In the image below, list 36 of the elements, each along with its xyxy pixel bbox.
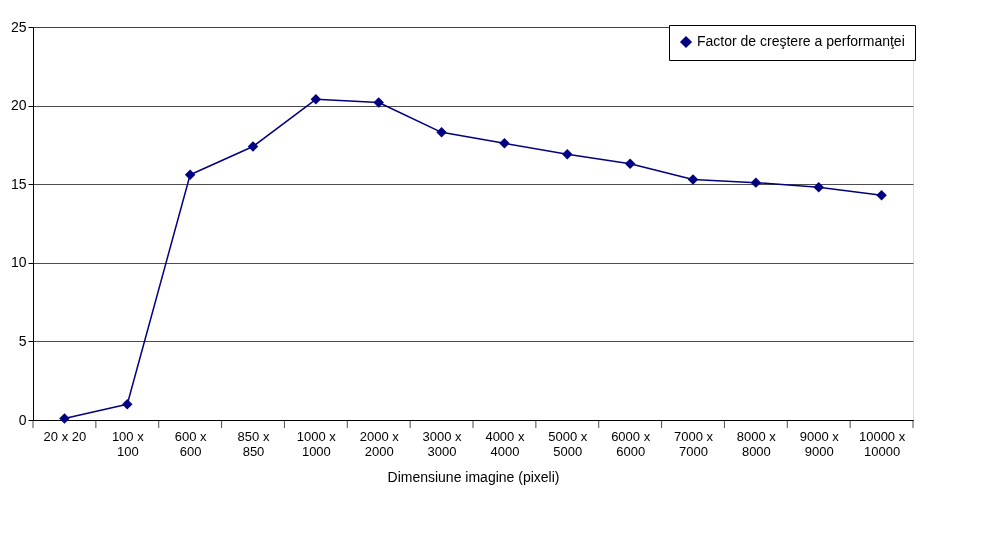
x-tick-label: 4000 x 4000 xyxy=(485,428,525,459)
point xyxy=(624,158,636,170)
point xyxy=(436,127,447,138)
y-tick-label: 25 xyxy=(10,18,27,35)
point xyxy=(813,182,824,193)
point xyxy=(247,141,259,152)
point xyxy=(750,177,762,188)
legend-label: Factor de creştere a performanţei xyxy=(697,33,905,49)
x-tick-label: 7000 x 7000 xyxy=(673,428,714,459)
point xyxy=(59,413,70,424)
y-tick-label: 15 xyxy=(10,175,27,192)
x-tick-label: 5000 x 5000 xyxy=(548,428,588,459)
x-tick-label: 600 x 600 xyxy=(174,428,208,459)
x-tick-label: 9000 x 9000 xyxy=(799,428,840,459)
x-tick-label: 6000 x 6000 xyxy=(611,428,651,459)
point xyxy=(499,138,510,149)
x-tick-label: 1000 x 1000 xyxy=(296,428,337,459)
x-axis-title: Dimensiune imagine (pixeli) xyxy=(387,468,560,485)
y-tick-label: 20 xyxy=(10,97,27,114)
y-tick-label: 5 xyxy=(18,332,27,349)
point xyxy=(184,169,196,181)
point xyxy=(687,174,699,185)
point xyxy=(310,94,322,105)
x-tick-label: 10000 x 10000 xyxy=(858,428,906,459)
x-tick-label: 20 x 20 xyxy=(43,428,87,444)
x-tick-label: 2000 x 2000 xyxy=(359,428,400,459)
y-tick-label: 0 xyxy=(18,411,27,428)
x-tick-label: 100 x 100 xyxy=(111,428,145,459)
x-tick-label: 850 x 850 xyxy=(237,428,270,459)
point xyxy=(876,189,887,201)
x-tick-label: 3000 x 3000 xyxy=(422,428,463,459)
point xyxy=(562,149,573,160)
point xyxy=(373,97,384,108)
x-tick-label: 8000 x 8000 xyxy=(736,428,777,459)
y-tick-label: 10 xyxy=(10,254,27,271)
point xyxy=(122,399,133,410)
